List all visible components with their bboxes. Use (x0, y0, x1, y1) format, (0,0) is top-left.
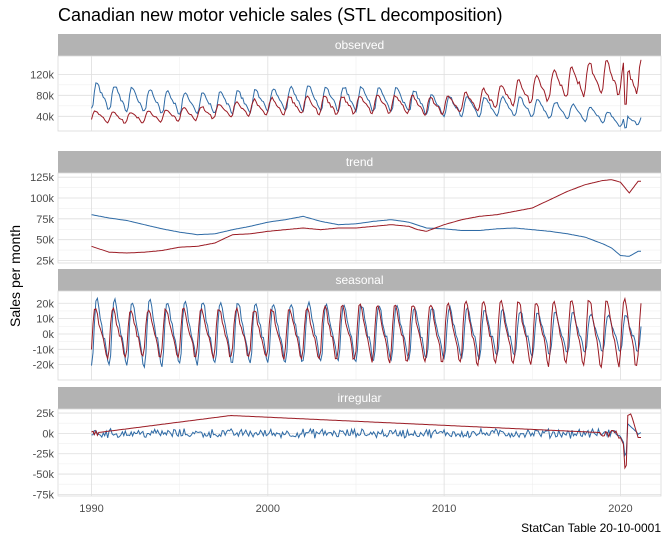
panel-strip-label: observed (335, 38, 384, 52)
y-tick-label: 125k (30, 172, 54, 184)
panel-seasonal: seasonal -20k -10k 0k 10k 20k (33, 269, 662, 381)
y-tick-label: 120k (30, 69, 54, 81)
y-tick-label: 10k (36, 314, 54, 326)
series-line-trend-2 (91, 179, 641, 254)
y-tick-label: 25k (36, 408, 54, 420)
x-tick-label: 2000 (256, 503, 280, 515)
panel-irregular: irregular -75k -50k -25k 0k 25k (33, 387, 662, 501)
panel-strip-label: seasonal (335, 273, 383, 287)
series-line-seasonal-2 (91, 296, 642, 369)
y-axis-label: Sales per month (7, 225, 23, 327)
y-tick-label: -25k (33, 449, 55, 461)
series-line-irregular-1 (91, 422, 642, 457)
panel-strip-irregular (58, 387, 661, 409)
y-tick-label: 50k (36, 235, 54, 247)
panel-strip-label: trend (346, 155, 373, 169)
panel-strip-trend (58, 151, 661, 173)
series-line-trend-1 (91, 214, 641, 257)
series-line-observed-1 (91, 82, 642, 129)
y-tick-label: -75k (33, 489, 55, 501)
y-tick-label: -20k (33, 360, 55, 372)
y-tick-label: 0k (42, 428, 54, 440)
y-tick-label: 80k (36, 90, 54, 102)
panel-strip-seasonal (58, 269, 661, 291)
chart-caption: StatCan Table 20-10-0001 (521, 521, 661, 535)
y-tick-label: 40k (36, 111, 54, 123)
panel-trend: trend 25k 50k 75k 100k 125k (30, 151, 662, 268)
y-tick-label: 25k (36, 256, 54, 268)
series-line-observed-2 (91, 59, 642, 124)
y-tick-label: 20k (36, 298, 54, 310)
panel-strip-observed (58, 34, 661, 56)
panel-observed: observed 40k 80k 120k (30, 34, 662, 132)
panel-strip-label: irregular (337, 391, 381, 405)
series-line-irregular-2 (91, 413, 641, 470)
y-tick-label: 75k (36, 214, 54, 226)
y-tick-label: -50k (33, 469, 55, 481)
panel-background (57, 408, 662, 497)
y-tick-label: -10k (33, 344, 55, 356)
y-tick-label: 0k (42, 329, 54, 341)
panel-background (57, 172, 662, 264)
x-tick-label: 2010 (432, 503, 456, 515)
chart-title: Canadian new motor vehicle sales (STL de… (58, 5, 503, 25)
x-tick-label: 2020 (608, 503, 632, 515)
y-tick-label: 100k (30, 193, 54, 205)
x-tick-label: 1990 (79, 503, 103, 515)
